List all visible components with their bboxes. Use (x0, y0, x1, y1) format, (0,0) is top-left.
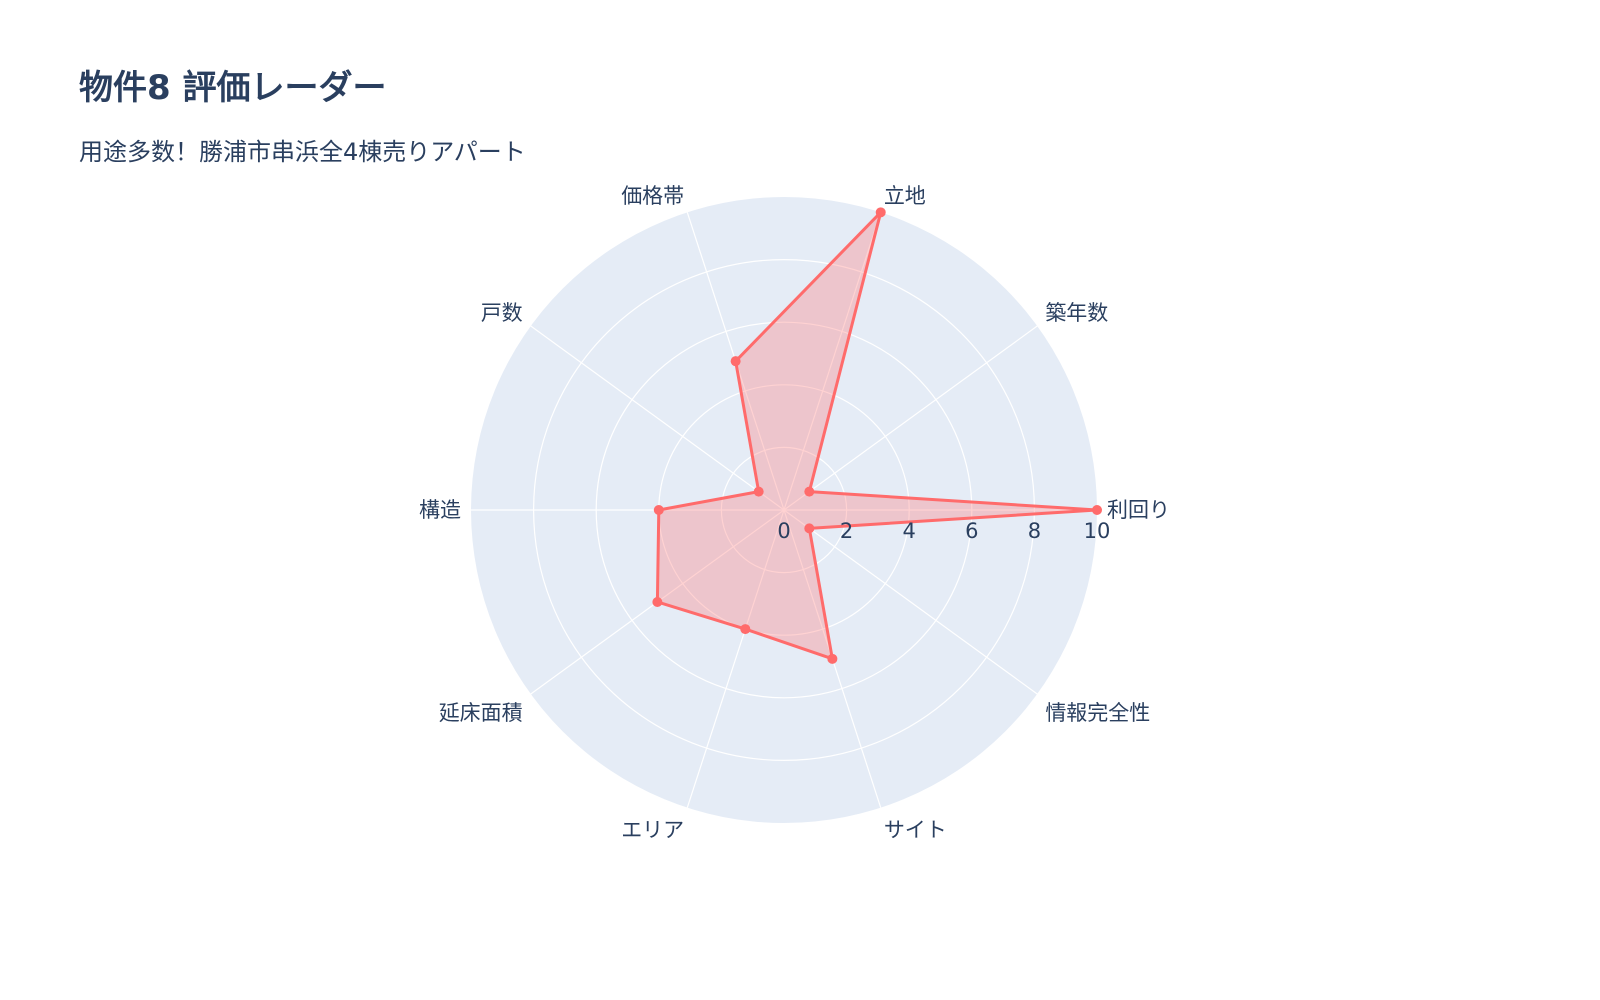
angular-axis-label: 立地 (884, 184, 926, 208)
chart-subtitle: 用途多数！勝浦市串浜全4棟売りアパート (79, 138, 526, 166)
chart-title: 物件8 評価レーダー (79, 68, 387, 108)
angular-grid-line (530, 325, 785, 511)
data-point (653, 505, 664, 515)
angular-grid-line (783, 212, 882, 511)
radial-tick-label: 10 (1084, 519, 1111, 543)
angular-axis-label: 延床面積 (439, 701, 523, 725)
radial-tick-label: 4 (903, 519, 916, 543)
angular-axis-label: サイト (884, 818, 947, 842)
data-point (652, 596, 663, 607)
data-point (875, 207, 886, 218)
angular-grid-line (686, 509, 785, 808)
radial-tick-label: 8 (1028, 519, 1041, 543)
radial-tick-label: 2 (840, 519, 853, 543)
data-point (753, 486, 764, 497)
data-point (827, 653, 838, 664)
data-point (740, 624, 751, 635)
data-point (804, 486, 815, 497)
angular-axis-label: 戸数 (481, 301, 523, 325)
angular-axis-label: 情報完全性 (1045, 701, 1150, 725)
data-point (1092, 505, 1102, 515)
angular-axis-label: エリア (621, 818, 684, 842)
angular-grid-line (783, 509, 1038, 695)
data-point (804, 523, 815, 534)
angular-axis-label: 築年数 (1045, 301, 1108, 325)
data-point (730, 356, 741, 367)
radial-tick-label: 6 (965, 519, 978, 543)
angular-grid-line (783, 325, 1038, 511)
radial-tick-label: 0 (777, 519, 790, 543)
angular-axis-label: 価格帯 (621, 184, 684, 208)
angular-axis-label: 利回り (1107, 498, 1170, 522)
angular-axis-label: 構造 (419, 498, 461, 522)
